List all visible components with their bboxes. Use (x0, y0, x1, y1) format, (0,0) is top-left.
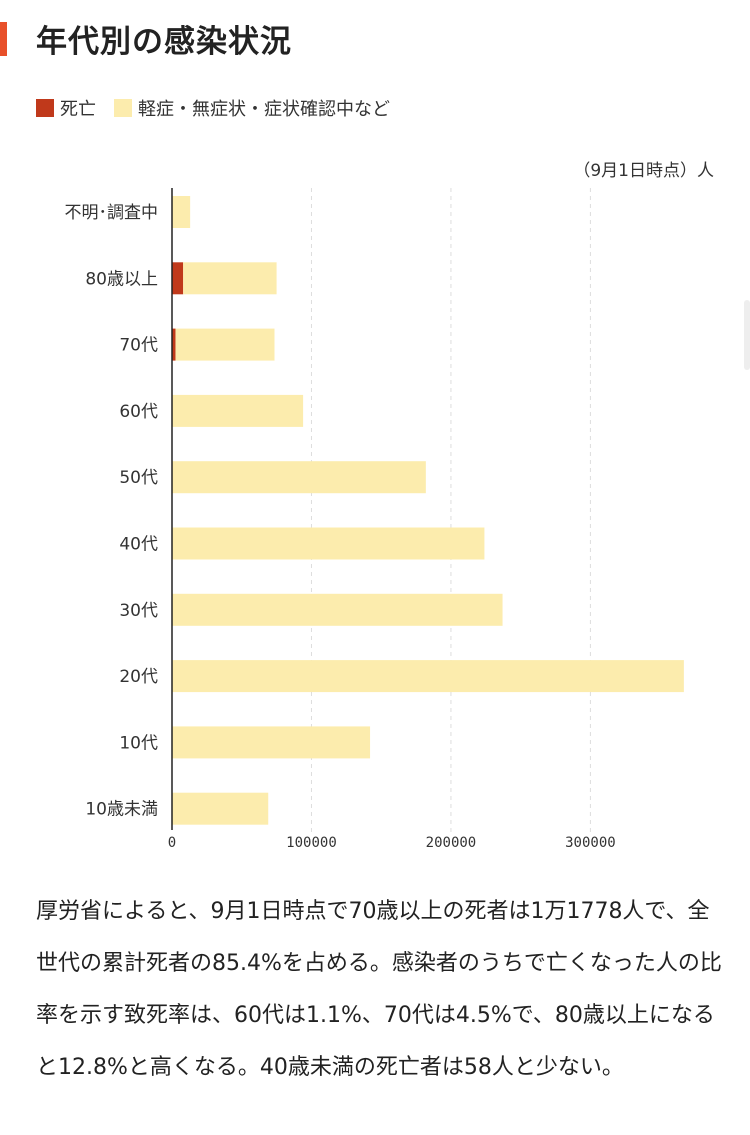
bar-death-2 (172, 328, 176, 361)
chart-date-unit-note: （9月1日時点）人 (573, 161, 714, 181)
scrollbar[interactable] (744, 300, 750, 370)
category-label: 50代 (119, 468, 158, 488)
x-tick-label: 100000 (286, 835, 337, 851)
legend-swatch-mild (114, 99, 132, 117)
bar-mild-9 (172, 792, 269, 825)
category-label: 30代 (119, 601, 158, 621)
x-tick-label: 200000 (426, 835, 477, 851)
article-paragraph: 厚労省によると、9月1日時点で70歳以上の死者は1万1778人で、全世代の累計死… (36, 899, 722, 1080)
legend-label-mild: 軽症・無症状・症状確認中など (138, 99, 390, 120)
bar-mild-4 (172, 461, 426, 494)
bar-mild-6 (172, 593, 503, 626)
category-label: 20代 (119, 667, 158, 687)
category-label: 80歳以上 (85, 269, 158, 289)
legend-swatch-death (36, 99, 54, 117)
bar-mild-3 (172, 394, 304, 427)
legend-label-death: 死亡 (60, 99, 96, 120)
bar-mild-8 (172, 726, 371, 759)
category-label: 40代 (119, 535, 158, 555)
legend: 死亡 軽症・無症状・症状確認中など (36, 96, 408, 120)
bar-mild-2 (175, 328, 275, 361)
title-accent-bar (0, 22, 7, 56)
bar-mild-1 (183, 262, 277, 295)
bar-mild-7 (172, 660, 684, 693)
category-label: 10代 (119, 733, 158, 753)
category-label: 不明･調査中 (65, 203, 159, 223)
category-label: 10歳未満 (85, 800, 158, 820)
bar-mild-0 (172, 196, 191, 228)
bar-chart: 不明･調査中 80歳以上 70代 60代 50代 40代 30代 20代 10代 10歳未満 0 10… (65, 188, 684, 851)
bar-mild-5 (172, 527, 485, 560)
x-tick-label: 300000 (565, 835, 616, 851)
bar-death-1 (172, 262, 184, 295)
category-label: 60代 (119, 402, 158, 422)
legend-item-mild: 軽症・無症状・症状確認中など (114, 95, 390, 121)
x-tick-label: 0 (168, 835, 176, 851)
legend-item-death: 死亡 (36, 95, 96, 121)
category-label: 70代 (119, 336, 158, 356)
chart-title: 年代別の感染状況 (36, 24, 292, 60)
